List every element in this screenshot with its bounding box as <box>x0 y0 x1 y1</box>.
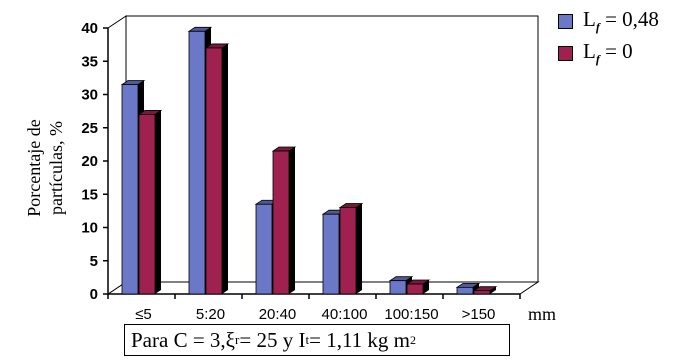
bar-side-1-1 <box>222 43 228 295</box>
x-tick-label: 100:150 <box>384 306 438 323</box>
legend: Lf = 0,48 Lf = 0 <box>558 6 659 72</box>
bar-series-2-2 <box>272 150 290 295</box>
bar-side-1-3 <box>356 203 362 294</box>
y-tick-label: 25 <box>81 120 98 137</box>
x-tick-label: >150 <box>462 306 496 323</box>
legend-label-series-1: Lf = 0,48 <box>583 6 659 35</box>
bar-series-1-0 <box>121 84 139 295</box>
x-tick-label: 5:20 <box>196 306 225 323</box>
y-tick-label: 15 <box>81 186 98 203</box>
bar-side-1-5 <box>490 286 496 294</box>
bar-series-1-3 <box>322 213 340 295</box>
y-axis-title-line-1: Porcentaje de <box>24 119 44 216</box>
y-tick-label: 5 <box>90 253 98 270</box>
legend-item-series-1: Lf = 0,48 <box>558 6 659 35</box>
bar-side-1-2 <box>289 147 295 294</box>
y-tick-label: 40 <box>81 20 98 37</box>
bar-series-2-4 <box>406 283 424 295</box>
x-axis-unit: mm <box>528 304 557 324</box>
y-tick-label: 0 <box>90 286 98 303</box>
bar-series-1-4 <box>389 280 407 295</box>
y-tick-label: 10 <box>81 220 98 237</box>
y-tick-label: 30 <box>81 87 98 104</box>
bar-series-1-2 <box>255 203 273 295</box>
y-tick-label: 35 <box>81 53 98 70</box>
bar-series-1-1 <box>188 30 206 295</box>
bar-side-1-4 <box>423 280 429 294</box>
bar-series-2-3 <box>339 207 357 295</box>
bar-series-2-5 <box>473 290 491 295</box>
x-tick-label: ≤5 <box>135 306 152 323</box>
bar-series-2-1 <box>205 47 223 295</box>
y-axis-title-line-2: partículas, % <box>46 121 66 215</box>
bar-side-1-0 <box>155 110 161 294</box>
x-tick-label: 40:100 <box>322 306 368 323</box>
legend-swatch-series-2 <box>558 45 573 61</box>
legend-item-series-2: Lf = 0 <box>558 38 659 67</box>
bar-series-2-0 <box>138 114 156 295</box>
legend-label-series-2: Lf = 0 <box>583 38 633 67</box>
bar-series-1-5 <box>456 286 474 295</box>
legend-swatch-series-1 <box>558 13 573 29</box>
y-tick-label: 20 <box>81 153 98 170</box>
x-tick-label: 20:40 <box>259 306 297 323</box>
